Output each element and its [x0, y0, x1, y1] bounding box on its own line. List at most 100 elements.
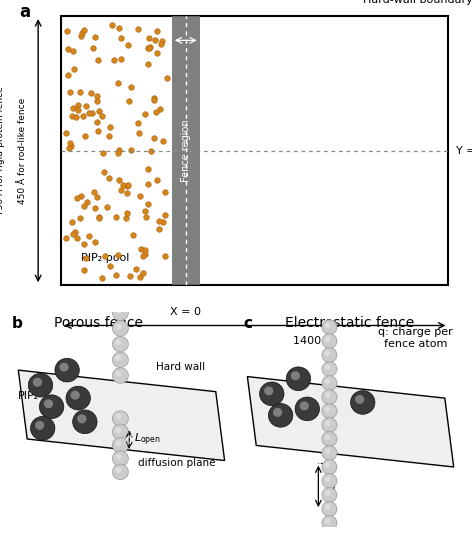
Point	[95, 213, 102, 222]
Circle shape	[325, 392, 330, 398]
Circle shape	[115, 339, 121, 345]
Circle shape	[322, 404, 337, 419]
Circle shape	[115, 441, 121, 446]
Point	[93, 97, 101, 105]
Point	[122, 214, 130, 223]
Circle shape	[325, 518, 330, 524]
Point	[114, 148, 121, 157]
Point	[114, 79, 122, 87]
Point	[155, 217, 162, 225]
Circle shape	[325, 476, 330, 482]
Text: PIP₂: PIP₂	[18, 391, 40, 401]
Circle shape	[325, 336, 330, 342]
Circle shape	[260, 382, 284, 406]
Point	[62, 233, 69, 242]
Point	[144, 44, 152, 52]
Point	[134, 25, 142, 33]
Circle shape	[273, 408, 282, 417]
Point	[69, 104, 76, 113]
Point	[82, 102, 90, 110]
Point	[163, 74, 170, 83]
Circle shape	[322, 515, 337, 530]
Point	[76, 214, 84, 222]
Circle shape	[112, 424, 128, 440]
Point	[69, 230, 77, 238]
Point	[77, 192, 85, 201]
Circle shape	[44, 399, 53, 408]
Circle shape	[286, 367, 311, 391]
Circle shape	[112, 321, 128, 336]
Point	[105, 132, 113, 140]
Point	[144, 60, 152, 68]
Point	[126, 272, 134, 280]
Circle shape	[322, 431, 337, 447]
Point	[137, 244, 144, 253]
Circle shape	[322, 320, 337, 335]
Point	[132, 265, 139, 273]
Point	[151, 94, 158, 103]
Circle shape	[322, 348, 337, 363]
Point	[62, 128, 70, 137]
Point	[150, 134, 158, 143]
Point	[144, 200, 152, 208]
Point	[83, 198, 91, 207]
Circle shape	[291, 371, 300, 380]
Point	[145, 34, 153, 43]
Point	[161, 187, 169, 196]
Point	[73, 194, 80, 202]
Point	[112, 271, 120, 280]
Point	[142, 213, 150, 222]
Text: PIP₂ pool: PIP₂ pool	[81, 253, 129, 263]
Circle shape	[325, 350, 330, 356]
Point	[95, 214, 102, 223]
Point	[109, 21, 116, 30]
Text: 1400 Å: 1400 Å	[293, 336, 333, 346]
Point	[117, 55, 125, 64]
Circle shape	[112, 451, 128, 466]
Circle shape	[112, 464, 128, 480]
Circle shape	[112, 368, 128, 383]
Point	[135, 129, 143, 137]
Text: Electrostatic fence: Electrostatic fence	[285, 316, 414, 330]
Point	[68, 112, 76, 121]
Point	[74, 105, 81, 114]
Point	[127, 146, 135, 154]
Circle shape	[115, 467, 121, 473]
Point	[123, 188, 131, 197]
Point	[156, 105, 164, 114]
Point	[126, 97, 133, 105]
Circle shape	[322, 487, 337, 502]
Circle shape	[325, 406, 330, 412]
Circle shape	[322, 417, 337, 433]
Circle shape	[59, 363, 69, 372]
Circle shape	[322, 445, 337, 461]
Point	[78, 29, 85, 38]
Circle shape	[66, 386, 91, 410]
Point	[115, 24, 123, 33]
Circle shape	[322, 473, 337, 489]
Point	[147, 43, 154, 52]
Point	[144, 165, 152, 173]
Text: 750 Å for rigid-protein fence: 750 Å for rigid-protein fence	[0, 86, 5, 215]
Point	[67, 141, 75, 150]
Point	[74, 101, 82, 109]
Circle shape	[325, 448, 330, 454]
Point	[92, 203, 99, 212]
Circle shape	[115, 371, 121, 377]
Point	[124, 180, 132, 189]
Circle shape	[325, 364, 330, 370]
Circle shape	[70, 391, 80, 400]
Circle shape	[73, 410, 97, 434]
Point	[105, 174, 113, 182]
Point	[73, 112, 80, 121]
Point	[141, 249, 148, 258]
Point	[82, 132, 89, 141]
Point	[106, 262, 113, 271]
Point	[155, 225, 162, 233]
Circle shape	[269, 404, 293, 427]
Point	[85, 109, 93, 117]
Point	[92, 238, 99, 246]
Point	[90, 188, 98, 196]
Point	[136, 273, 144, 282]
Circle shape	[325, 434, 330, 440]
